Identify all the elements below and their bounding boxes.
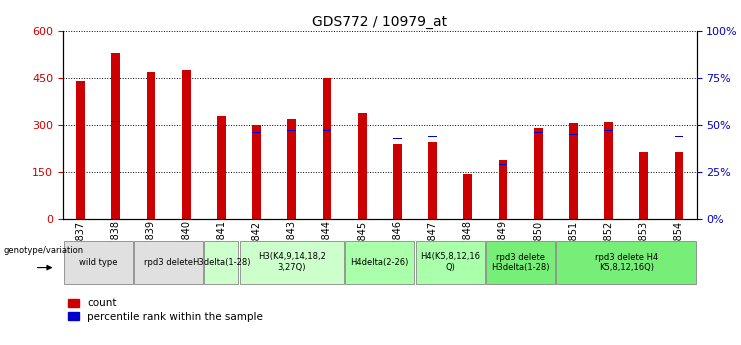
Bar [288,119,296,219]
Bar [393,144,402,219]
Bar [569,124,578,219]
Bar [428,142,437,219]
FancyBboxPatch shape [416,241,485,284]
Text: wild type: wild type [79,258,117,267]
Bar [217,128,226,129]
Title: GDS772 / 10979_at: GDS772 / 10979_at [312,14,448,29]
FancyBboxPatch shape [239,241,344,284]
Bar [534,132,542,133]
Bar [358,112,367,219]
Bar [76,128,85,129]
Text: H3(K4,9,14,18,2
3,27Q): H3(K4,9,14,18,2 3,27Q) [258,253,326,272]
FancyBboxPatch shape [556,241,696,284]
FancyBboxPatch shape [205,241,239,284]
Bar [604,122,613,219]
Bar [252,125,261,219]
Bar [217,116,226,219]
Bar [393,138,402,139]
Bar [639,152,648,219]
Bar [147,72,156,219]
Text: rpd3 delete
H3delta(1-28): rpd3 delete H3delta(1-28) [491,253,550,272]
Bar [604,130,613,131]
Bar [322,130,331,131]
Bar [182,70,190,219]
Bar [182,128,190,129]
Bar [674,136,683,137]
FancyBboxPatch shape [134,241,203,284]
Bar [252,132,261,133]
Bar [569,134,578,135]
Bar [463,174,472,219]
Bar [288,130,296,131]
FancyBboxPatch shape [64,241,133,284]
Bar [76,81,85,219]
Text: rpd3 delete H4
K5,8,12,16Q): rpd3 delete H4 K5,8,12,16Q) [594,253,658,272]
Bar [322,78,331,219]
Legend: count, percentile rank within the sample: count, percentile rank within the sample [68,298,263,322]
Bar [534,128,542,219]
Text: genotype/variation: genotype/variation [3,246,83,256]
Text: rpd3 delete: rpd3 delete [144,258,193,267]
Bar [111,53,120,219]
Bar [499,159,508,219]
FancyBboxPatch shape [486,241,555,284]
Bar [428,136,437,137]
Bar [111,121,120,122]
Bar [674,152,683,219]
Text: H4(K5,8,12,16
Q): H4(K5,8,12,16 Q) [420,253,480,272]
Text: H3delta(1-28): H3delta(1-28) [192,258,250,267]
FancyBboxPatch shape [345,241,414,284]
Text: H4delta(2-26): H4delta(2-26) [350,258,409,267]
Bar [499,164,508,165]
